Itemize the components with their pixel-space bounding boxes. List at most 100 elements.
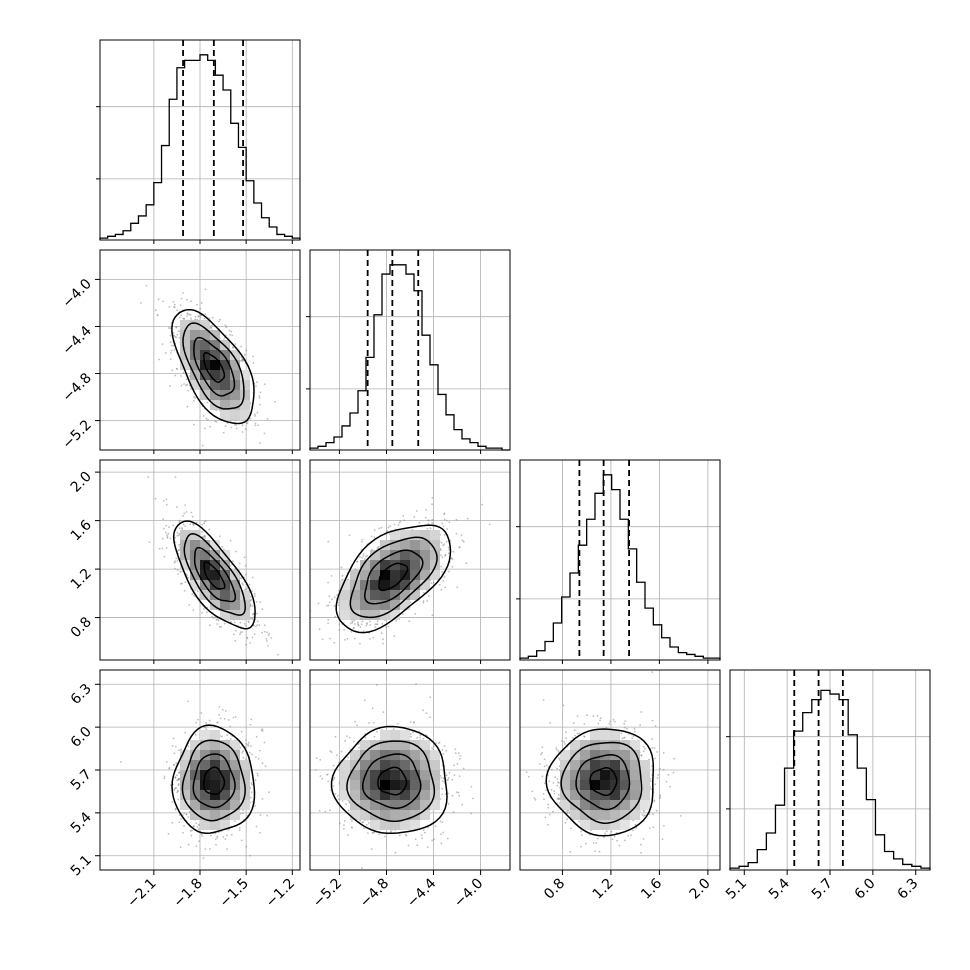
scatter-point (239, 633, 241, 636)
density-cell (220, 570, 230, 580)
scatter-point (451, 566, 454, 568)
density-cell (210, 560, 220, 570)
scatter-point (261, 608, 264, 611)
density-cell (200, 820, 210, 830)
scatter-point (472, 797, 474, 800)
scatter-point (199, 307, 202, 310)
scatter-point (169, 334, 172, 337)
scatter-point (261, 631, 263, 634)
scatter-point (218, 625, 221, 628)
scatter-point (173, 752, 176, 755)
scatter-point (193, 595, 196, 597)
histogram-step-line (309, 264, 510, 451)
scatter-point (176, 333, 179, 336)
scatter-point (171, 369, 174, 372)
scatter-point (190, 834, 193, 837)
scatter-point (231, 334, 234, 337)
density-cell (350, 600, 360, 610)
scatter-point (249, 723, 252, 726)
density-cell (210, 390, 220, 400)
density-cell (180, 320, 190, 330)
density-cell (210, 760, 220, 770)
scatter-point (389, 525, 392, 528)
density-cell (380, 570, 390, 580)
scatter-point (449, 540, 452, 542)
scatter-point (226, 834, 228, 837)
scatter-point (222, 431, 225, 434)
scatter-point (178, 549, 180, 551)
scatter-point (186, 574, 189, 577)
scatter-point (162, 499, 165, 502)
scatter-point (366, 623, 369, 625)
density-cell (420, 570, 430, 580)
scatter-point (441, 522, 444, 525)
scatter-point (267, 634, 270, 637)
density-cell (230, 370, 240, 380)
scatter-point (423, 591, 425, 594)
scatter-point (214, 420, 217, 423)
scatter-point (219, 717, 222, 720)
scatter-point (178, 519, 181, 522)
scatter-point (218, 706, 221, 708)
scatter-point (256, 612, 258, 615)
density-cell (220, 740, 230, 750)
scatter-point (239, 631, 242, 634)
scatter-point (225, 326, 228, 329)
density-cell (370, 570, 380, 580)
scatter-point (266, 454, 268, 456)
scatter-point (187, 745, 190, 748)
scatter-point (178, 543, 181, 546)
scatter-point (245, 422, 248, 424)
scatter-point (201, 523, 204, 526)
density-cell (200, 320, 210, 330)
scatter-point (161, 343, 164, 345)
scatter-point (243, 623, 246, 625)
scatter-point (204, 288, 207, 291)
scatter-point (338, 623, 341, 626)
scatter-point (253, 592, 256, 595)
density-cell (360, 560, 370, 570)
scatter-point (429, 527, 432, 530)
scatter-point (333, 596, 336, 599)
scatter-point (234, 715, 237, 718)
density-cell (190, 740, 200, 750)
scatter-point (430, 582, 433, 584)
scatter-point (427, 523, 430, 525)
scatter-point (222, 708, 224, 711)
scatter-point (178, 316, 181, 319)
scatter-panel-2-1 (310, 460, 510, 660)
scatter-point (200, 712, 203, 714)
density-cell (230, 810, 240, 820)
scatter-point (443, 575, 446, 578)
scatter-point (266, 418, 269, 420)
density-cell (390, 570, 400, 580)
scatter-panel-3-1 (310, 670, 510, 870)
scatter-point (349, 622, 352, 625)
scatter-point (252, 362, 255, 364)
scatter-point (207, 418, 209, 421)
scatter-point (222, 836, 225, 838)
scatter-point (370, 848, 373, 850)
scatter-point (209, 848, 211, 850)
scatter-point (440, 549, 442, 552)
density-cell (360, 570, 370, 580)
scatter-point (387, 625, 390, 628)
scatter-point (161, 547, 164, 550)
contours (172, 520, 256, 630)
density-cell (230, 350, 240, 360)
density-cell (180, 560, 190, 570)
density-cell (430, 540, 440, 550)
contour-line-1 (193, 546, 237, 603)
density-cell (210, 820, 220, 830)
scatter-point (158, 547, 161, 550)
scatter-point (369, 624, 372, 626)
scatter-point (431, 519, 434, 521)
scatter-point (174, 567, 176, 570)
scatter-point (250, 745, 252, 747)
density-cell (240, 610, 250, 620)
density-cell (390, 590, 400, 600)
scatter-point (266, 631, 269, 634)
density-cell (370, 550, 380, 560)
scatter-point (256, 381, 258, 384)
density-cell (240, 390, 250, 400)
